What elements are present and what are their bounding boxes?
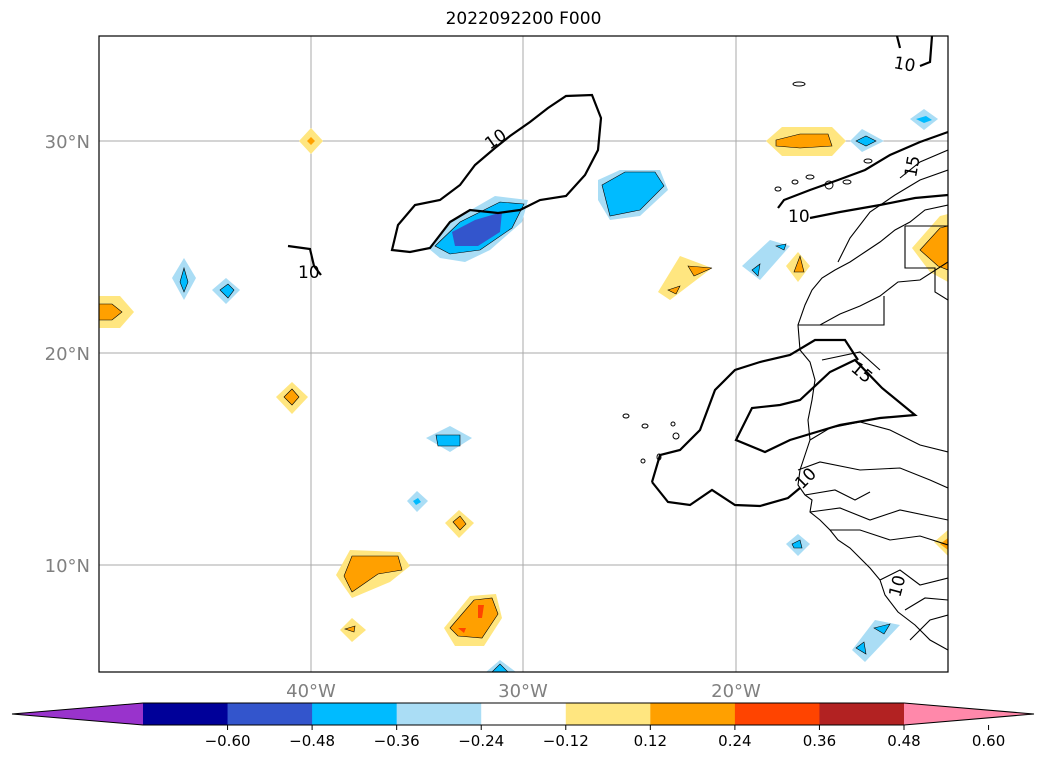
colorbar-tick-label: −0.24 xyxy=(458,732,504,750)
colorbar-extend-low xyxy=(12,703,143,725)
colorbar-tick-label: −0.48 xyxy=(289,732,335,750)
lon-label-30w: 30°W xyxy=(498,681,548,702)
colorbar-segment xyxy=(227,703,313,725)
colorbar-outline xyxy=(11,702,1035,726)
positive-anomaly-patches xyxy=(99,127,948,646)
contour-label: 15 xyxy=(901,154,924,179)
colorbar-segment xyxy=(396,703,482,725)
colorbar-tick-label: 0.60 xyxy=(972,732,1005,750)
colorbar-segment xyxy=(481,703,567,725)
lon-label-20w: 20°W xyxy=(711,681,761,702)
contour-label: 10 xyxy=(788,207,810,227)
colorbar-segment xyxy=(312,703,398,725)
contour-label: 10 xyxy=(481,125,510,154)
lat-label-30n: 30°N xyxy=(45,132,90,153)
colorbar-tick-label: −0.36 xyxy=(374,732,420,750)
contour-label: 10 xyxy=(886,573,911,599)
lat-label-20n: 20°N xyxy=(45,344,90,365)
colorbar-segment xyxy=(650,703,736,725)
coastlines xyxy=(797,149,948,651)
colorbar-segment xyxy=(565,703,651,725)
colorbar-tick-label: 0.24 xyxy=(718,732,751,750)
negative-anomaly-patches xyxy=(172,109,938,672)
colorbar-tick-label: −0.60 xyxy=(205,732,251,750)
contour-label: 10 xyxy=(791,464,820,493)
map-title: 2022092200 F000 xyxy=(445,9,602,29)
colorbar: −0.60 −0.48 −0.36 −0.24 −0.12 0.12 0.24 0.36 0.4… xyxy=(11,702,1035,750)
colorbar-segment xyxy=(819,703,905,725)
colorbar-segment xyxy=(734,703,820,725)
map-canvas: 10 10 10 15 10 15 10 10 xyxy=(99,36,948,672)
lat-label-10n: 10°N xyxy=(45,556,90,577)
lon-label-40w: 40°W xyxy=(286,681,336,702)
colorbar-extend-high xyxy=(904,703,1034,725)
contour-label: 10 xyxy=(892,53,917,76)
colorbar-tick-label: 0.12 xyxy=(634,732,667,750)
lon-labels: 40°W 30°W 20°W xyxy=(286,681,761,702)
lat-labels: 30°N 20°N 10°N xyxy=(45,132,90,577)
colorbar-segment xyxy=(143,703,229,725)
map-frame xyxy=(98,35,949,673)
colorbar-tick-label: −0.12 xyxy=(543,732,589,750)
colorbar-tick-label: 0.48 xyxy=(887,732,920,750)
colorbar-tick-label: 0.36 xyxy=(803,732,836,750)
contour-lines xyxy=(287,36,948,508)
contour-label: 10 xyxy=(298,263,320,283)
